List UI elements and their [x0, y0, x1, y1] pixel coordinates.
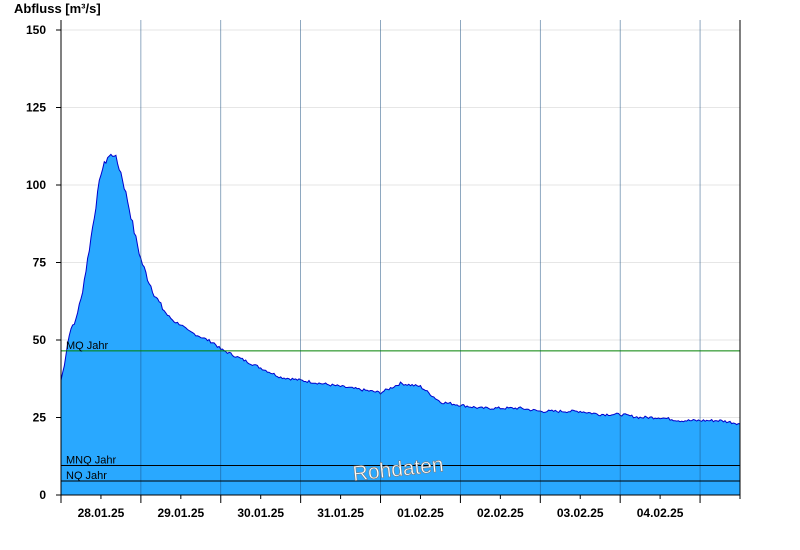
reference-lines: MQ Jahr MNQ Jahr NQ Jahr [61, 340, 740, 482]
reference-label: NQ Jahr [66, 470, 107, 482]
axes [60, 20, 741, 496]
discharge-area [61, 154, 740, 495]
y-tick-label: 100 [26, 178, 46, 192]
reference-label: MQ Jahr [66, 340, 109, 352]
y-tick-label: 25 [33, 411, 47, 425]
day-gridlines [140, 20, 701, 495]
y-tick-label: 75 [33, 256, 47, 270]
x-tick-label: 04.02.25 [637, 506, 684, 520]
y-tick-label: 50 [33, 333, 47, 347]
x-tick-label: 01.02.25 [397, 506, 444, 520]
y-axis-ticks: 0 25 50 75 100 125 150 [26, 23, 61, 502]
x-axis-ticks: 28.01.25 29.01.25 30.01.25 31.01.25 01.02.25… [60, 495, 741, 520]
x-tick-label: 31.01.25 [317, 506, 364, 520]
y-tick-label: 150 [26, 23, 46, 37]
x-tick-label: 02.02.25 [477, 506, 524, 520]
y-tick-label: 0 [39, 488, 46, 502]
reference-label: MNQ Jahr [66, 455, 116, 467]
x-tick-label: 28.01.25 [78, 506, 125, 520]
discharge-line [60, 153, 741, 426]
x-tick-label: 03.02.25 [557, 506, 604, 520]
x-tick-label: 30.01.25 [237, 506, 284, 520]
y-axis-label: Abfluss [m³/s] [14, 1, 101, 16]
y-tick-label: 125 [26, 101, 46, 115]
x-tick-label: 29.01.25 [157, 506, 204, 520]
